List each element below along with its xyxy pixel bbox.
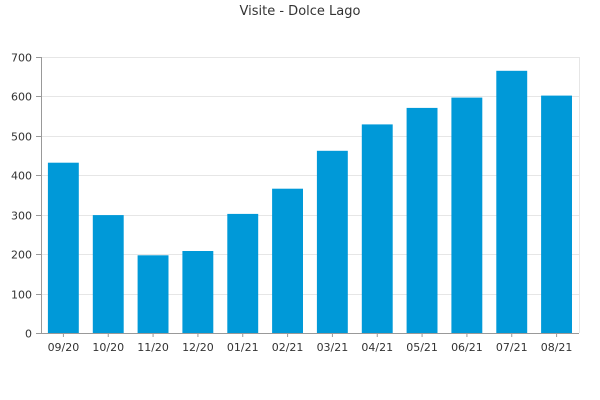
y-tick-label: 400 [11,170,32,183]
x-tick-label: 02/21 [272,341,304,354]
y-tick-label: 200 [11,249,32,262]
x-tick-label: 03/21 [317,341,349,354]
x-tick-label: 08/21 [541,341,573,354]
x-tick-label: 05/21 [406,341,438,354]
x-tick-label: 04/21 [361,341,393,354]
grid-lines [41,57,580,333]
y-tick-label: 300 [11,210,32,223]
bar[interactable] [316,150,348,333]
x-tick-label: 06/21 [451,341,483,354]
x-tick-label: 09/20 [48,341,80,354]
bar[interactable] [137,255,169,333]
bar[interactable] [272,188,303,333]
y-axis-ticks: 0 100 200 300 400 500 600 700 [11,52,41,341]
bar[interactable] [451,97,483,333]
chart-title: Visite - Dolce Lago [240,4,361,19]
x-axis-ticks: 09/20 10/20 11/20 12/20 01/21 02/21 03/21 04/21… [48,333,573,354]
bar[interactable] [227,213,259,333]
bar[interactable] [406,107,438,334]
y-tick-label: 500 [11,131,32,144]
bar[interactable] [541,95,572,333]
bar[interactable] [361,124,393,334]
y-tick-label: 700 [11,52,32,65]
y-tick-label: 600 [11,91,32,104]
x-tick-label: 01/21 [227,341,259,354]
x-tick-label: 10/20 [92,341,124,354]
bar[interactable] [182,251,214,333]
bar[interactable] [92,215,124,333]
x-tick-label: 12/20 [182,341,214,354]
bars [47,70,572,334]
y-tick-label: 100 [11,289,32,302]
bar[interactable] [47,162,79,333]
axes [41,57,579,334]
y-tick-label: 0 [25,328,32,341]
x-tick-label: 11/20 [137,341,169,354]
x-tick-label: 07/21 [496,341,528,354]
bar[interactable] [496,70,528,334]
